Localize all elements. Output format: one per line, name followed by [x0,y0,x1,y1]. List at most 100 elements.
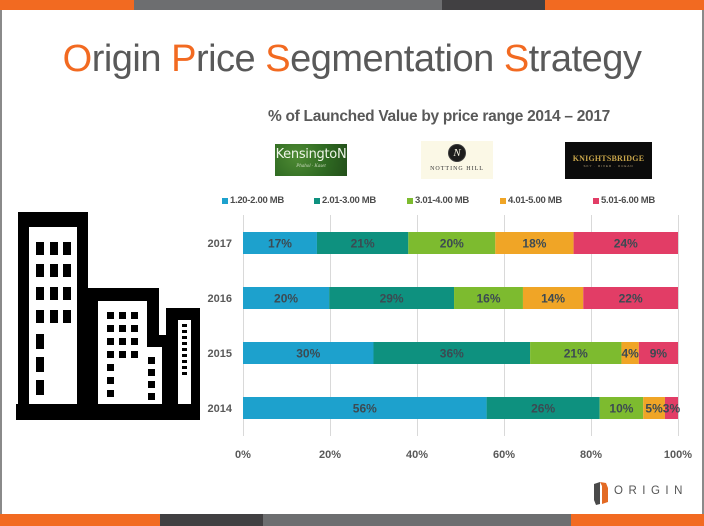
data-label: 5% [645,402,663,416]
bar-segment [329,287,455,309]
legend-label: 4.01-5.00 MB [508,195,562,206]
legend-swatch [500,197,506,204]
title-initial: S [503,38,529,80]
kensington-logo-text: KensingtoN [275,147,347,162]
bar-segment [243,232,317,254]
legend-swatch [407,197,413,204]
title-text: rigin [91,38,172,80]
data-label: 29% [380,292,404,306]
x-tick-label: 80% [580,449,602,461]
data-label: 9% [650,347,668,361]
bar-segment [522,287,584,309]
data-label: 10% [609,402,633,416]
strip-segment-orange [545,0,704,10]
origin-mark-icon [594,482,608,505]
bottom-accent-strip [0,514,704,526]
legend-swatch [222,197,228,204]
strip-segment-orange [0,514,160,526]
bar-segment [638,342,678,364]
data-label: 3% [663,402,681,416]
bar-segment [373,342,531,364]
knightsbridge-logo-text: KNIGHTSBRIDGE [572,154,645,163]
data-label: 17% [268,237,292,251]
data-label: 56% [353,402,377,416]
bar-segment [454,287,523,309]
bar-segment [316,232,409,254]
bar-segment [621,342,639,364]
category-label: 2017 [208,238,232,250]
notting-hill-seal-icon: N [449,145,465,161]
knightsbridge-logo-subtext: SKY · RIVER · OCEAN [583,164,634,168]
x-tick-label: 40% [406,449,428,461]
kensington-logo: KensingtoN Phahol · Kaset [275,144,347,176]
city-buildings-icon [16,212,200,420]
chart-subtitle: % of Launched Value by price range 2014 … [268,108,610,125]
title-initial: S [265,38,291,80]
bar-segment [243,287,330,309]
notting-hill-logo: N NOTTING HILL [421,141,493,179]
legend-label: 2.01-3.00 MB [322,195,376,206]
title-text: trategy [528,38,642,80]
legend-label: 5.01-6.00 MB [601,195,655,206]
data-label: 30% [296,347,320,361]
category-label: 2015 [208,348,232,360]
legend-item: 5.01-6.00 MB [593,195,655,206]
data-label: 20% [274,292,298,306]
bar-segment [243,397,487,419]
legend-item: 4.01-5.00 MB [500,195,562,206]
strip-segment-gray [134,0,442,10]
knightsbridge-logo: KNIGHTSBRIDGE SKY · RIVER · OCEAN [565,142,652,179]
legend-label: 1.20-2.00 MB [230,195,284,206]
bar-segment [599,397,644,419]
title-text: egmentation [290,38,504,80]
x-tick-label: 0% [235,449,251,461]
legend-item: 3.01-4.00 MB [407,195,469,206]
title-text: rice [195,38,266,80]
bar-segment [664,397,678,419]
bar-segment [573,232,678,254]
title-initial: O [62,38,93,80]
x-tick-label: 60% [493,449,515,461]
x-tick-label: 100% [664,449,692,461]
data-label: 16% [476,292,500,306]
data-label: 22% [619,292,643,306]
strip-segment-orange [0,0,134,10]
data-label: 36% [440,347,464,361]
category-label: 2014 [208,403,233,415]
data-label: 14% [541,292,565,306]
legend-swatch [593,197,599,204]
bar-segment [643,397,665,419]
bar-segment [243,342,374,364]
legend-label: 3.01-4.00 MB [415,195,469,206]
data-label: 4% [621,347,639,361]
notting-hill-logo-text: NOTTING HILL [430,166,484,172]
origin-brand-text: ORIGIN [614,485,688,497]
legend-item: 2.01-3.00 MB [314,195,376,206]
legend-swatch [314,197,320,204]
bar-segment [530,342,622,364]
strip-segment-orange [571,514,704,526]
slide-title: Origin Price Segmentation Strategy [0,38,704,81]
strip-segment-dark [442,0,545,10]
bar-segment [583,287,678,309]
data-label: 20% [440,237,464,251]
data-label: 26% [531,402,555,416]
data-label: 24% [614,237,638,251]
bar-segment [408,232,496,254]
legend-item: 1.20-2.00 MB [222,195,284,206]
top-accent-strip [0,0,704,10]
data-label: 21% [351,237,375,251]
title-initial: P [171,38,196,80]
strip-segment-dark [160,514,263,526]
strip-segment-gray [263,514,571,526]
data-label: 21% [564,347,588,361]
bar-segment [495,232,574,254]
data-label: 18% [522,237,546,251]
category-label: 2016 [208,293,232,305]
x-tick-label: 20% [319,449,341,461]
origin-brand-logo: ORIGIN [592,480,692,506]
kensington-logo-subtext: Phahol · Kaset [296,164,326,169]
bar-segment [486,397,600,419]
